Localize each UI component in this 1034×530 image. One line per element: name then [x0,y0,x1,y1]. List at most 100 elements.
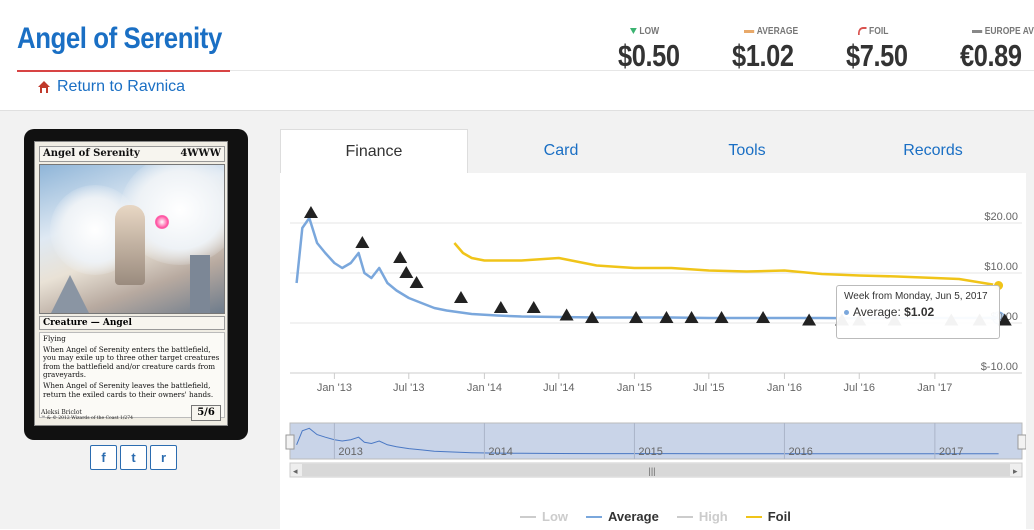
card-mana-cost: 4WWW [180,148,221,159]
tooltip-value: $1.02 [904,305,935,319]
card-power-toughness: 5/6 [191,405,221,421]
card-image[interactable]: Angel of Serenity 4WWW Creature — Angel … [24,129,248,440]
navigator-tick-label: 2016 [788,446,812,458]
set-flag-icon [684,311,699,323]
legend-label: Foil [767,509,791,524]
navigator-tick-label: 2015 [638,446,662,458]
tooltip-series-name: Average [853,305,898,319]
social-share: f t r [90,445,177,470]
set-flag-icon [997,313,1012,326]
x-tick-label: Jul '13 [393,382,424,394]
legend-line [520,515,536,518]
legend-item-foil[interactable]: Foil [745,509,791,524]
set-link-label: Return to Ravnica [57,78,186,95]
price-average-label: AVERAGE [756,25,799,37]
legend-label: Average [608,509,659,524]
magic-glow-art [155,215,169,229]
x-tick-label: Jan '17 [917,382,952,394]
card-rules-text: Flying When Angel of Serenity enters the… [39,332,225,418]
card-artwork [39,164,225,314]
reddit-icon: r [160,450,167,465]
page-header: Angel of Serenity Return to Ravnica LOW … [0,0,1034,110]
x-tick-label: Jul '16 [844,382,875,394]
scroll-left-icon: ◂ [293,466,298,476]
scrollbar-thumb [302,464,1010,476]
set-flag-icon [802,313,817,326]
legend-item-average[interactable]: Average [586,509,659,524]
page-title: Angel of Serenity [17,22,222,55]
chart-legend: Low Average High Foil [520,509,791,524]
set-symbol-icon [38,81,50,93]
navigator-series [296,427,999,455]
navigator-window [289,422,1023,460]
price-low-label: LOW [639,25,660,37]
price-foil-label: FOIL [869,25,889,37]
facebook-icon: f [101,450,106,465]
legend-item-low[interactable]: Low [520,509,568,524]
legend-line [676,515,693,518]
navigator-tick-label: 2013 [338,446,362,458]
tooltip-series-dot [844,310,849,316]
card-face: Angel of Serenity 4WWW Creature — Angel … [34,141,228,426]
set-flag-icon [526,301,541,313]
set-flag-icon [629,311,644,323]
series-line-foil [453,242,999,287]
dash-icon [744,29,755,33]
set-flag-icon [659,311,674,323]
card-artist: Aleksi Briclot ™ & © 2012 Wizards of the… [41,409,133,421]
tab-records[interactable]: Records [903,142,963,159]
legend-label: Low [542,509,568,524]
card-rule: When Angel of Serenity leaves the battle… [43,380,214,399]
down-triangle-icon [630,28,637,34]
series-line-average [295,216,999,320]
navigator-tick-label: 2017 [939,446,963,458]
angel-figure-art [115,205,145,285]
price-foil-value: $7.50 [846,38,908,73]
legend-item-high[interactable]: High [676,509,728,524]
finance-panel: Finance Card Tools Records $20.00 $10.00 $… [280,129,1026,530]
price-average-value: $1.02 [732,38,794,73]
set-link[interactable]: Return to Ravnica [37,78,185,96]
dash-icon [972,29,983,33]
y-tick-label: $20.00 [984,211,1018,223]
price-foil: FOIL $7.50 [840,24,954,74]
tooltip-title: Week from Monday, Jun 5, 2017 [844,291,988,302]
tab-card[interactable]: Card [543,142,579,159]
y-tick-label: $-10.00 [981,361,1018,373]
curve-arrow-icon [858,27,867,35]
set-flag-icon [303,206,318,218]
price-summary: LOW $0.50 AVERAGE $1.02 FOIL $7.50 EUROP… [612,24,1034,74]
price-average: AVERAGE $1.02 [726,24,840,74]
navigator-handle [285,434,295,450]
twitter-icon: t [131,450,136,465]
legend-line [586,515,602,518]
set-flag-icon [756,311,771,323]
price-low: LOW $0.50 [612,24,726,74]
reddit-share-button[interactable]: r [150,445,177,470]
facebook-share-button[interactable]: f [90,445,117,470]
card-name-bar: Angel of Serenity 4WWW [39,146,225,162]
x-tick-label: Jan '16 [767,382,802,394]
x-tick-label: Jul '14 [543,382,574,394]
set-flag-icon [493,301,508,313]
set-flag-icon [355,236,370,248]
set-flag-icon [585,311,600,323]
card-type-line: Creature — Angel [39,316,225,330]
x-tick-label: Jan '13 [317,382,352,394]
y-tick-label: $10.00 [984,261,1018,273]
card-name: Angel of Serenity [43,148,140,159]
set-flag-icon [399,266,414,278]
set-flag-icon [409,276,424,288]
set-flag-icon [714,311,729,323]
card-copyright: ™ & © 2012 Wizards of the Coast 1/274 [41,416,133,421]
legend-line [745,515,762,518]
price-low-value: $0.50 [618,38,680,73]
set-flag-icon [393,251,408,263]
title-underline [17,70,230,72]
tab-finance[interactable]: Finance [280,129,468,173]
card-rule: Flying [43,334,66,343]
tab-tools[interactable]: Tools [728,142,766,159]
twitter-share-button[interactable]: t [120,445,147,470]
set-flag-icon [453,291,468,303]
